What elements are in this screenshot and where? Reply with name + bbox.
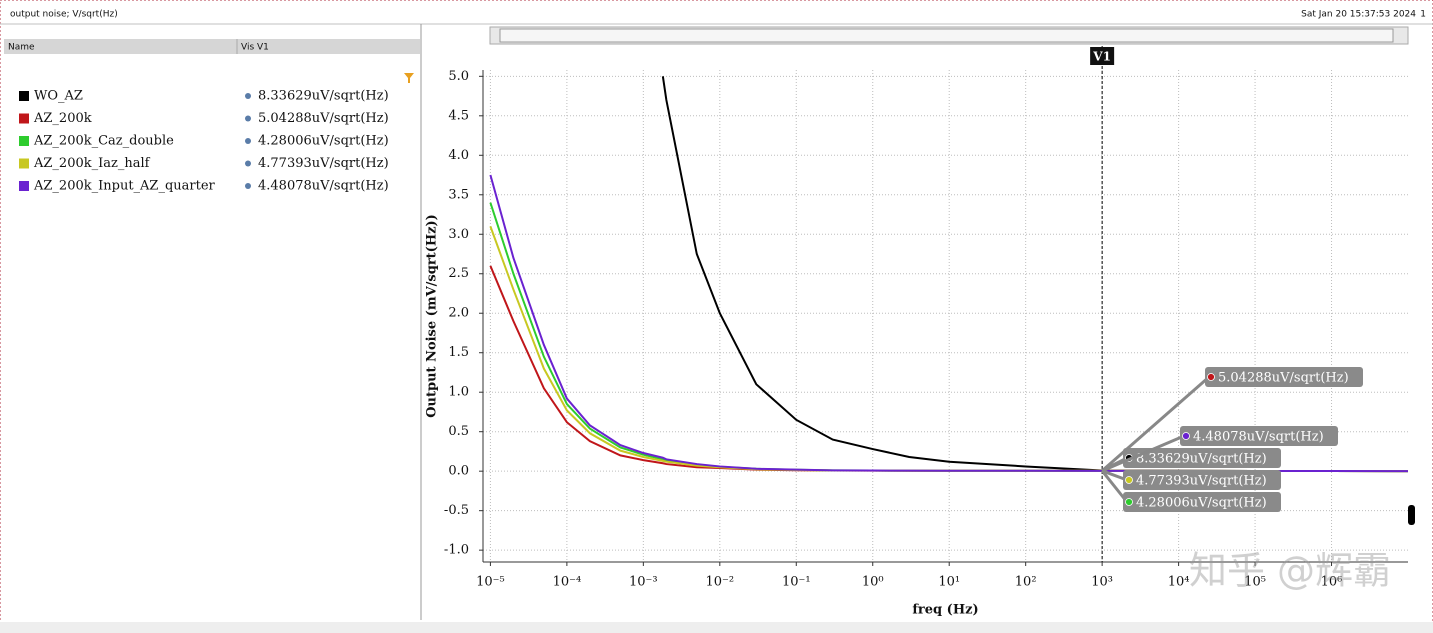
y-tick-label: 0.0 [448, 464, 469, 479]
readout-leader [1101, 434, 1185, 473]
cursor-tag [1090, 47, 1115, 65]
legend-swatch [19, 136, 29, 146]
y-tick-label: 0.5 [448, 424, 469, 439]
y-tick-label: 4.5 [448, 108, 469, 123]
x-tick-label: 10² [1015, 575, 1037, 590]
y-tick-label: 3.5 [448, 187, 469, 202]
readout-point [1125, 476, 1133, 484]
legend-value: 5.04288uV/sqrt(Hz) [258, 111, 389, 126]
readout-box [1123, 448, 1281, 468]
legend-value: 4.48078uV/sqrt(Hz) [258, 179, 389, 194]
readout-label: 4.77393uV/sqrt(Hz) [1136, 474, 1267, 489]
legend-swatch [19, 158, 29, 169]
readout-point [1182, 432, 1190, 440]
visibility-icon[interactable] [245, 93, 251, 99]
scroll-handle[interactable] [1408, 505, 1415, 525]
x-axis-label: freq (Hz) [912, 603, 978, 618]
legend-name: AZ_200k_Iaz_half [33, 156, 151, 171]
window-title: output noise; V/sqrt(Hz) [10, 10, 118, 20]
readout-box [1123, 470, 1281, 490]
watermark: 知乎 @辉霸 [1189, 549, 1391, 593]
y-tick-label: 4.0 [448, 148, 469, 163]
status-bar [0, 622, 1433, 633]
x-tick-label: 10⁻² [705, 575, 734, 590]
x-tick-label: 10³ [1091, 575, 1113, 590]
readout-label: 4.48078uV/sqrt(Hz) [1193, 430, 1324, 445]
scroll-thumb[interactable] [499, 28, 1394, 43]
readout-leader [1101, 469, 1128, 482]
visibility-icon[interactable] [245, 138, 251, 144]
legend-swatch [19, 113, 29, 124]
x-tick-label: 10⁶ [1321, 575, 1343, 590]
x-tick-label: 10⁻¹ [782, 575, 811, 590]
x-tick-label: 10⁻³ [629, 575, 658, 590]
x-tick-label: 10⁴ [1168, 575, 1190, 590]
readout-point [1125, 498, 1133, 506]
legend-swatch [19, 181, 29, 191]
readout-point [1207, 373, 1215, 381]
y-tick-label: 3.0 [448, 227, 469, 242]
page-number: 1 [1420, 10, 1426, 20]
x-tick-label: 10⁻⁴ [553, 575, 582, 590]
legend-name: WO_AZ [34, 89, 83, 104]
column-header: Name [8, 43, 35, 53]
visibility-icon[interactable] [245, 115, 251, 122]
timestamp: Sat Jan 20 15:37:53 2024 [1301, 10, 1416, 20]
x-tick-label: 10⁵ [1244, 575, 1266, 590]
y-tick-label: 2.5 [448, 266, 469, 281]
readout-leader [1101, 375, 1210, 472]
y-tick-label: -0.5 [444, 503, 469, 518]
legend-value: 8.33629uV/sqrt(Hz) [258, 89, 389, 104]
legend-value: 4.77393uV/sqrt(Hz) [258, 156, 389, 171]
filter-icon[interactable] [404, 73, 414, 83]
legend-swatch [19, 91, 29, 101]
y-tick-label: -1.0 [444, 543, 469, 558]
readout-box [1180, 426, 1338, 446]
x-tick-label: 10¹ [938, 575, 960, 590]
readout-label: 5.04288uV/sqrt(Hz) [1218, 371, 1349, 386]
legend-name: AZ_200k_Caz_double [33, 134, 174, 149]
readout-label: 8.33629uV/sqrt(Hz) [1136, 452, 1267, 467]
y-tick-label: 1.5 [448, 345, 469, 360]
visibility-icon[interactable] [245, 160, 251, 167]
readout-box [1123, 492, 1281, 512]
visibility-icon[interactable] [245, 183, 251, 189]
panel-header [4, 39, 420, 54]
x-tick-label: 10⁻⁵ [476, 575, 505, 590]
y-tick-label: 5.0 [448, 69, 469, 84]
legend-name: AZ_200k_Input_AZ_quarter [33, 179, 216, 194]
legend-name: AZ_200k [33, 111, 92, 126]
readout-label: 4.28006uV/sqrt(Hz) [1136, 496, 1267, 511]
cursor-label: V1 [1092, 50, 1111, 64]
x-tick-label: 10⁰ [862, 575, 884, 590]
readout-box [1205, 367, 1363, 387]
readout-leader [1100, 469, 1129, 503]
column-header: Vis V1 [241, 43, 269, 53]
y-tick-label: 1.0 [448, 385, 469, 400]
legend-value: 4.28006uV/sqrt(Hz) [258, 134, 389, 149]
y-tick-label: 2.0 [448, 306, 469, 321]
y-axis-label: Output Noise (mV/sqrt(Hz)) [425, 214, 440, 418]
